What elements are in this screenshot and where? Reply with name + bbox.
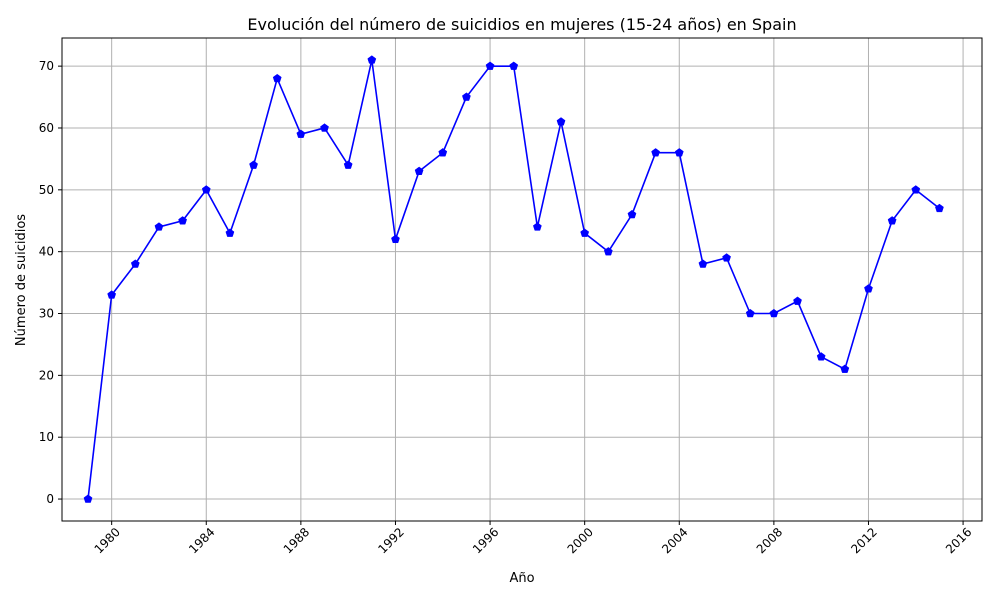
x-tick-label: 1988 [281,525,312,556]
data-point [911,185,921,194]
data-point [249,160,258,169]
series-line [87,59,940,500]
y-tick-label: 60 [39,121,54,135]
data-point [532,222,542,231]
x-tick-label: 1984 [186,525,217,556]
data-point [83,494,93,503]
y-tick-label: 70 [39,59,54,73]
data-point [462,92,471,101]
x-tick-label: 2000 [565,525,596,556]
data-point [154,222,164,231]
data-point [107,290,117,299]
plot-frame [61,37,983,522]
data-point [745,308,755,318]
data-point [178,216,188,225]
y-tick-label: 40 [39,245,54,259]
data-point [509,61,519,70]
data-point [627,209,637,219]
x-tick-label: 1996 [470,525,501,556]
data-point [130,259,140,268]
data-point [296,129,306,138]
data-point [887,216,897,225]
series-line-group [83,55,944,503]
x-tick-label: 2004 [659,525,690,556]
x-tick-label: 1980 [92,525,123,556]
y-tick-label: 10 [39,430,54,444]
x-axis-ticks: 1980 1984 1988 1992 1996 2000 2004 2008 2012 2016 [92,521,974,556]
data-point [651,148,661,157]
data-point [438,148,448,157]
y-tick-label: 0 [46,492,54,506]
data-point [391,234,400,244]
y-tick-label: 30 [39,307,54,321]
data-point [793,296,802,305]
data-point [580,228,590,237]
data-point [343,160,353,169]
y-axis-ticks: 0 10 20 30 40 50 60 70 [39,59,62,506]
data-point [367,55,377,64]
data-point [816,352,826,361]
grid [62,38,982,521]
data-point [935,203,944,213]
data-point [722,253,731,262]
data-point [769,308,779,318]
y-tick-label: 50 [39,183,54,197]
x-tick-label: 1992 [375,525,406,556]
data-point [840,364,850,373]
y-tick-label: 20 [39,368,54,382]
data-point [201,185,211,194]
data-point [603,247,613,256]
data-point [225,228,235,237]
chart-title: Evolución del número de suicidios en muj… [247,15,796,34]
data-point [414,166,424,175]
data-point [674,148,684,157]
x-tick-label: 2012 [848,525,879,556]
data-point [320,123,329,132]
data-point [864,284,873,293]
y-axis-label: Número de suicidios [14,214,29,346]
data-point [556,117,566,126]
x-axis-label: Año [509,571,534,586]
data-point [485,61,495,70]
data-point [698,259,708,268]
x-tick-label: 2008 [754,525,785,556]
x-tick-label: 2016 [943,525,974,556]
data-point [272,73,282,83]
